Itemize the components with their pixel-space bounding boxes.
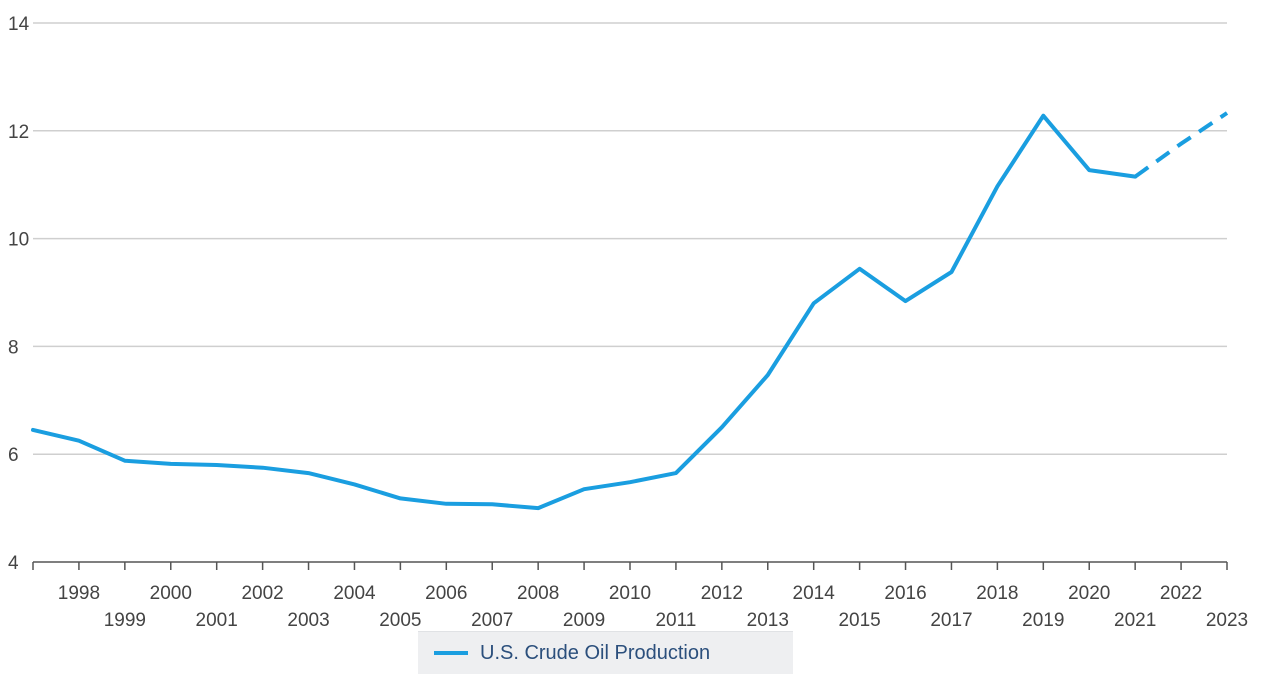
x-tick-label-2007: 2007 [471, 610, 513, 630]
data-point-2012 [720, 425, 724, 429]
y-tick-label-14: 14 [8, 14, 30, 35]
data-point-2015 [858, 267, 862, 271]
x-tick-label-2011: 2011 [655, 610, 696, 630]
x-tick-label-2016: 2016 [884, 583, 926, 604]
data-point-1999 [123, 459, 127, 463]
data-point-2002 [261, 466, 265, 470]
data-point-2001 [215, 463, 219, 467]
x-tick-label-2019: 2019 [1022, 610, 1064, 630]
x-tick-label-1998: 1998 [58, 583, 100, 604]
data-point-2003 [307, 471, 311, 475]
data-point-2000 [169, 462, 173, 466]
x-tick-label-2009: 2009 [563, 610, 605, 630]
data-point-2023 [1225, 111, 1229, 115]
x-tick-label-2001: 2001 [196, 610, 238, 630]
gridlines [33, 22, 1227, 455]
x-tick-label-2021: 2021 [1114, 610, 1156, 630]
x-tick-label-2012: 2012 [701, 583, 743, 604]
data-point-2018 [995, 184, 999, 188]
y-axis-tick-labels: 4 6 8 10 12 14 [8, 14, 30, 574]
x-tick-label-2008: 2008 [517, 583, 559, 604]
data-point-2021 [1133, 175, 1137, 179]
series-line-forecast [1134, 111, 1229, 179]
x-tick-label-1999: 1999 [104, 610, 146, 630]
data-point-2008 [536, 506, 540, 510]
data-point-2004 [352, 482, 356, 486]
x-tick-label-2000: 2000 [150, 583, 192, 604]
legend-label: U.S. Crude Oil Production [480, 641, 711, 664]
data-point-2017 [949, 270, 953, 274]
y-tick-label-8: 8 [8, 337, 19, 358]
y-tick-label-6: 6 [8, 445, 19, 466]
data-point-2010 [628, 480, 632, 484]
series-line-historical [31, 113, 1138, 511]
x-tick-label-2022: 2022 [1160, 583, 1202, 604]
data-point-2009 [582, 487, 586, 491]
y-tick-label-10: 10 [8, 230, 29, 251]
data-point-2016 [904, 299, 908, 303]
data-point-2022 [1179, 142, 1183, 146]
legend[interactable]: U.S. Crude Oil Production [418, 631, 793, 674]
x-tick-label-2002: 2002 [241, 583, 283, 604]
data-point-2007 [490, 502, 494, 506]
x-tick-label-2017: 2017 [930, 610, 972, 630]
data-point-2011 [674, 471, 678, 475]
x-tick-label-2018: 2018 [976, 583, 1018, 604]
x-axis-tick-labels: 1998199920002001200220032004200520062007… [58, 583, 1248, 630]
x-tick-label-2003: 2003 [287, 610, 329, 630]
x-tick-label-2010: 2010 [609, 583, 651, 604]
legend-swatch [434, 651, 468, 655]
x-axis [32, 561, 1228, 570]
x-tick-label-2005: 2005 [379, 610, 421, 630]
x-tick-label-2015: 2015 [838, 610, 880, 630]
data-point-2013 [766, 373, 770, 377]
x-tick-label-2020: 2020 [1068, 583, 1110, 604]
x-tick-label-2013: 2013 [747, 610, 789, 630]
x-tick-label-2006: 2006 [425, 583, 467, 604]
series-group [31, 111, 1229, 511]
x-tick-label-2023: 2023 [1206, 610, 1248, 630]
y-tick-label-4: 4 [8, 553, 19, 574]
data-point-2020 [1087, 168, 1091, 172]
data-point-2006 [444, 502, 448, 506]
y-tick-label-12: 12 [8, 122, 29, 143]
x-tick-label-2014: 2014 [793, 583, 836, 604]
data-point-1998 [77, 439, 81, 443]
data-point-2019 [1041, 114, 1045, 118]
data-point-2014 [812, 301, 816, 305]
data-point-1997 [31, 428, 35, 432]
data-point-2005 [398, 496, 402, 500]
x-tick-label-2004: 2004 [333, 583, 376, 604]
